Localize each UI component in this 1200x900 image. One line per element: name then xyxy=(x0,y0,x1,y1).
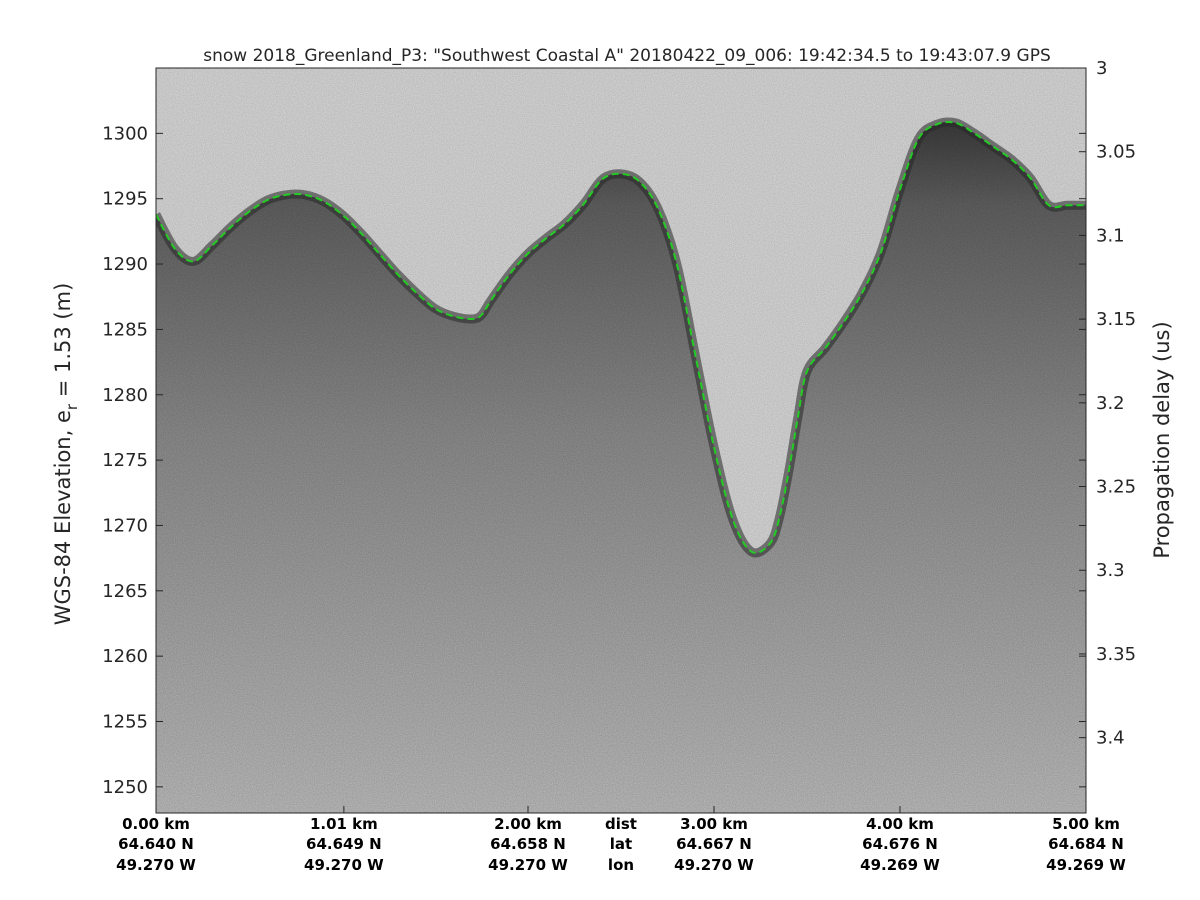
chart-title: snow 2018_Greenland_P3: "Southwest Coast… xyxy=(203,46,1051,66)
right-y-axis-label: Propagation delay (us) xyxy=(1150,321,1174,558)
right-tick-label: 3.2 xyxy=(1096,393,1125,414)
left-y-axis-label-suffix: = 1.53 (m) xyxy=(51,283,75,404)
right-tick-label: 3.05 xyxy=(1096,142,1136,163)
right-y-axis: 3 3.05 3.1 3.15 3.2 3.25 3.3 3.35 3.4 xyxy=(1079,58,1136,749)
x-annotation-lat: 64.667 N xyxy=(676,835,752,853)
x-annotation-dist: 0.00 km xyxy=(122,815,190,833)
right-tick-label: 3.25 xyxy=(1096,477,1136,498)
left-y-axis: 1250 1255 1260 1265 1270 1275 1280 1285 1290 1295… xyxy=(102,123,1086,798)
left-tick-label: 1250 xyxy=(102,777,148,798)
right-tick-label: 3.15 xyxy=(1096,309,1136,330)
plot-frame xyxy=(155,67,1087,814)
left-tick-label: 1300 xyxy=(102,123,148,144)
plot-area xyxy=(156,68,1086,813)
x-annotation-dist: 1.01 km xyxy=(310,815,378,833)
left-tick-label: 1290 xyxy=(102,254,148,275)
x-axis-annotations: 0.00 km 64.640 N 49.270 W 1.01 km 64.649 N 49… xyxy=(116,806,1126,874)
x-annotation-lon: 49.270 W xyxy=(674,856,754,874)
x-annotation-lat: 64.684 N xyxy=(1048,835,1124,853)
right-tick-label: 3.3 xyxy=(1096,560,1125,581)
left-y-axis-label: WGS-84 Elevation, er = 1.53 (m) xyxy=(51,283,81,626)
surface-trace-line xyxy=(156,120,1086,554)
x-annotation-dist: 5.00 km xyxy=(1052,815,1120,833)
x-row-label-lon: lon xyxy=(608,856,634,874)
below-surface-speckle xyxy=(156,121,1086,813)
x-annotation-lon: 49.269 W xyxy=(1046,856,1126,874)
left-tick-label: 1280 xyxy=(102,385,148,406)
x-row-label-dist: dist xyxy=(605,815,637,833)
left-tick-label: 1270 xyxy=(102,515,148,536)
x-annotation-lat: 64.676 N xyxy=(862,835,938,853)
left-tick-label: 1255 xyxy=(102,712,148,733)
x-annotation-lon: 49.270 W xyxy=(304,856,384,874)
left-tick-label: 1285 xyxy=(102,319,148,340)
left-tick-label: 1275 xyxy=(102,450,148,471)
left-tick-label: 1260 xyxy=(102,646,148,667)
right-tick-label: 3.1 xyxy=(1096,225,1125,246)
right-tick-label: 3 xyxy=(1096,58,1107,79)
left-tick-label: 1265 xyxy=(102,581,148,602)
x-annotation-dist: 2.00 km xyxy=(494,815,562,833)
left-y-axis-label-subscript: r xyxy=(63,403,81,410)
x-annotation-lat: 64.640 N xyxy=(118,835,194,853)
x-annotation-lon: 49.269 W xyxy=(860,856,940,874)
x-row-label-lat: lat xyxy=(610,835,632,853)
x-annotation-lon: 49.270 W xyxy=(488,856,568,874)
right-tick-label: 3.4 xyxy=(1096,728,1125,749)
left-y-axis-label-main: WGS-84 Elevation, e xyxy=(51,410,75,625)
x-annotation-lon: 49.270 W xyxy=(116,856,196,874)
x-annotation-dist: 3.00 km xyxy=(680,815,748,833)
x-annotation-lat: 64.658 N xyxy=(490,835,566,853)
x-annotation-dist: 4.00 km xyxy=(866,815,934,833)
left-tick-label: 1295 xyxy=(102,189,148,210)
x-annotation-lat: 64.649 N xyxy=(306,835,382,853)
right-tick-label: 3.35 xyxy=(1096,644,1136,665)
